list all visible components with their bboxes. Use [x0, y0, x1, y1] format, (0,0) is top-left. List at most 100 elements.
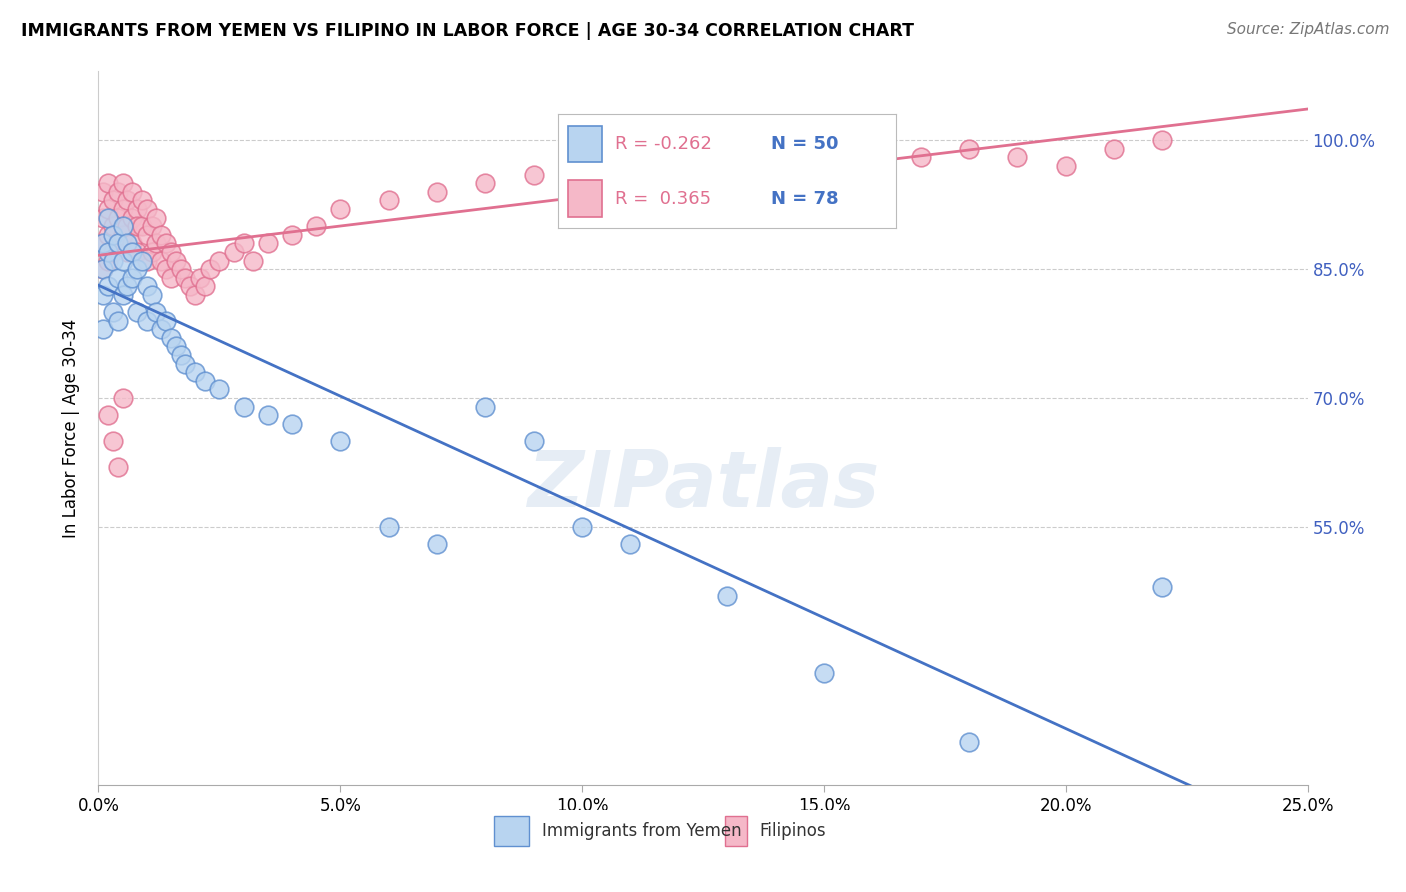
Point	[91, 262, 114, 277]
Point	[107, 314, 129, 328]
Point	[107, 185, 129, 199]
Point	[117, 244, 139, 259]
Point	[101, 253, 124, 268]
Point	[813, 150, 835, 164]
Point	[426, 537, 449, 551]
Point	[91, 236, 114, 251]
Point	[188, 270, 211, 285]
Point	[97, 253, 120, 268]
Point	[474, 176, 496, 190]
Point	[111, 288, 134, 302]
Point	[135, 253, 157, 268]
Point	[377, 520, 399, 534]
Point	[184, 365, 207, 379]
Point	[141, 219, 163, 233]
Point	[121, 211, 143, 225]
Point	[194, 374, 217, 388]
Point	[619, 168, 641, 182]
Point	[131, 219, 153, 233]
Point	[101, 194, 124, 208]
Point	[281, 227, 304, 242]
Point	[194, 279, 217, 293]
Point	[523, 434, 546, 448]
Point	[111, 253, 134, 268]
Point	[1102, 142, 1125, 156]
Point	[91, 211, 114, 225]
Point	[121, 236, 143, 251]
Point	[117, 219, 139, 233]
Point	[101, 219, 124, 233]
Point	[813, 666, 835, 681]
Point	[256, 409, 278, 423]
Point	[141, 244, 163, 259]
Point	[111, 176, 134, 190]
Point	[127, 305, 149, 319]
Point	[150, 227, 173, 242]
Point	[169, 348, 191, 362]
Point	[121, 244, 143, 259]
Point	[571, 159, 593, 173]
Point	[91, 262, 114, 277]
Point	[155, 314, 177, 328]
Point	[101, 244, 124, 259]
Point	[117, 279, 139, 293]
Point	[91, 322, 114, 336]
Point	[232, 236, 254, 251]
Point	[910, 150, 932, 164]
Point	[111, 202, 134, 216]
Point	[117, 236, 139, 251]
Point	[155, 236, 177, 251]
Point	[135, 279, 157, 293]
Point	[121, 185, 143, 199]
Point	[426, 185, 449, 199]
Point	[91, 185, 114, 199]
Point	[97, 244, 120, 259]
Point	[135, 202, 157, 216]
Point	[97, 176, 120, 190]
Point	[135, 227, 157, 242]
Point	[97, 202, 120, 216]
Point	[155, 262, 177, 277]
Point	[111, 227, 134, 242]
Point	[150, 322, 173, 336]
Point	[111, 219, 134, 233]
Point	[127, 262, 149, 277]
Point	[145, 236, 167, 251]
Point	[184, 288, 207, 302]
Point	[107, 236, 129, 251]
Point	[198, 262, 221, 277]
Y-axis label: In Labor Force | Age 30-34: In Labor Force | Age 30-34	[62, 318, 80, 538]
Point	[107, 270, 129, 285]
Point	[91, 288, 114, 302]
Point	[860, 159, 883, 173]
Point	[174, 270, 197, 285]
Point	[165, 253, 187, 268]
Point	[1152, 133, 1174, 147]
Point	[135, 314, 157, 328]
Point	[111, 391, 134, 405]
Text: ZIPatlas: ZIPatlas	[527, 447, 879, 524]
Point	[101, 305, 124, 319]
Point	[127, 202, 149, 216]
Point	[107, 459, 129, 474]
Point	[91, 236, 114, 251]
Point	[571, 520, 593, 534]
Point	[222, 244, 245, 259]
Point	[329, 434, 352, 448]
Point	[97, 409, 120, 423]
Point	[160, 331, 183, 345]
Point	[1152, 580, 1174, 594]
Point	[97, 211, 120, 225]
Point	[668, 159, 690, 173]
Point	[145, 305, 167, 319]
Point	[957, 735, 980, 749]
Point	[716, 589, 738, 603]
Point	[107, 236, 129, 251]
Point	[256, 236, 278, 251]
Point	[160, 244, 183, 259]
Point	[174, 357, 197, 371]
Point	[145, 211, 167, 225]
Point	[117, 194, 139, 208]
Point	[150, 253, 173, 268]
Point	[377, 194, 399, 208]
